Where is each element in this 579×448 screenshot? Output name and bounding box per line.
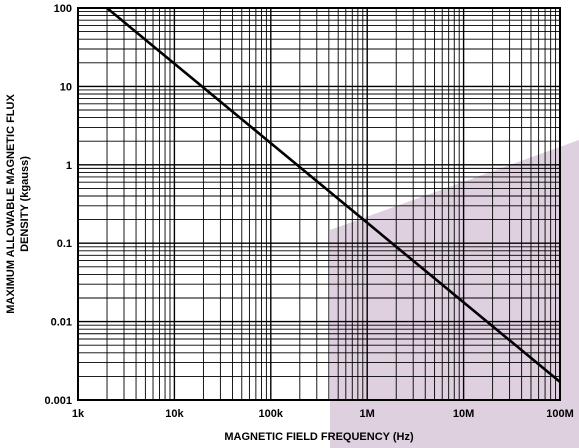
series-line (106, 6, 561, 383)
y-axis-label-line-2: DENSITY (kgauss) (19, 156, 31, 252)
y-tick-label: 1 (66, 160, 72, 172)
x-tick-label: 1M (360, 408, 375, 420)
y-tick-label: 100 (54, 3, 72, 15)
x-tick-labels: 1k 10k 100k 1M 10M 100M (72, 408, 574, 420)
y-tick-label: 10 (60, 81, 72, 93)
series-group (106, 6, 561, 383)
x-axis-label: MAGNETIC FIELD FREQUENCY (Hz) (224, 431, 414, 443)
y-tick-label: 0.001 (44, 395, 72, 407)
y-axis-label: MAXIMUM ALLOWABLE MAGNETIC FLUX DENSITY … (5, 94, 31, 314)
y-tick-label: 0.1 (57, 238, 72, 250)
x-tick-label: 100k (259, 408, 284, 420)
y-axis-label-line-1: MAXIMUM ALLOWABLE MAGNETIC FLUX (5, 94, 17, 314)
x-tick-label: 100M (546, 408, 574, 420)
x-tick-label: 10M (453, 408, 474, 420)
y-tick-labels: 100 10 1 0.1 0.01 0.001 (44, 3, 72, 407)
y-tick-label: 0.01 (51, 317, 72, 329)
x-tick-label: 1k (72, 408, 85, 420)
x-tick-label: 10k (165, 408, 184, 420)
plot-frame (77, 7, 561, 401)
